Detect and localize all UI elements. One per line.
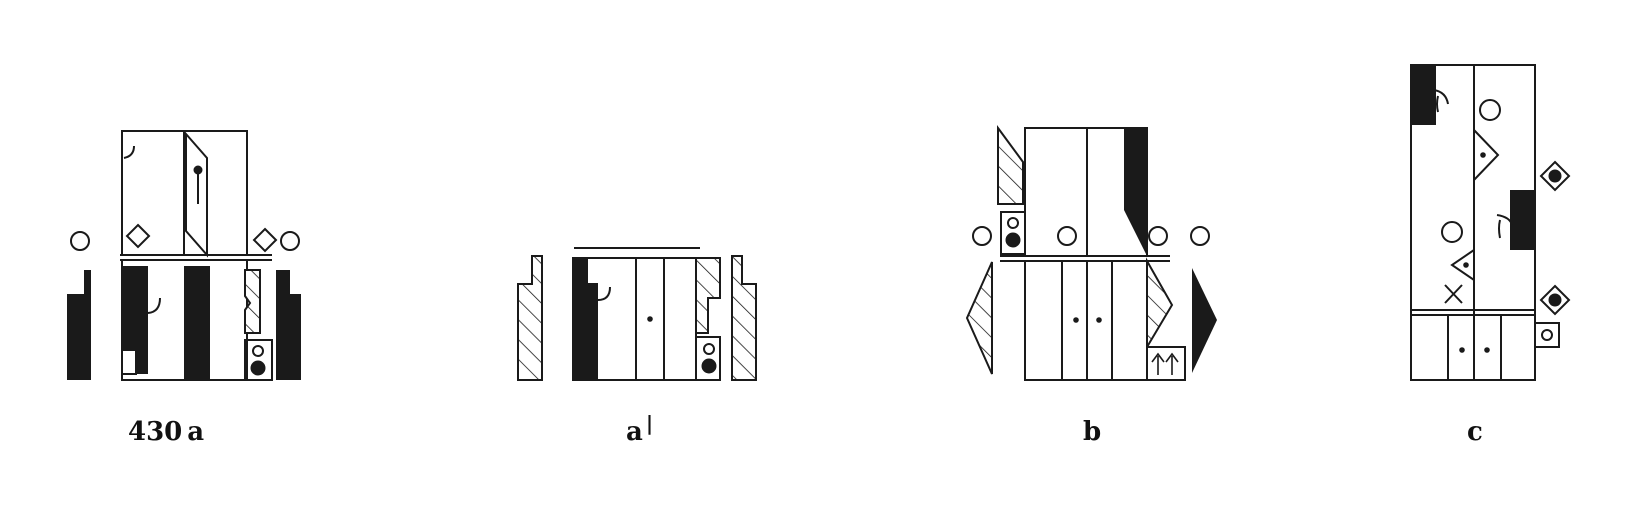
label-b: b [1083, 417, 1101, 447]
fig430a-circle-right [280, 231, 300, 251]
label-c: c [1467, 417, 1483, 447]
fig-b-circle-1 [972, 226, 992, 246]
fig430a-circle-left [70, 231, 90, 251]
label-a-prime: a | [626, 411, 653, 447]
fig-b-hatched-triangle-left [965, 261, 993, 375]
fig-c-socket-box [1534, 322, 1560, 348]
fig-c-arc-mark-top [1433, 89, 1449, 105]
fig-b-black-triangle-right [1192, 268, 1217, 373]
figure-b [965, 124, 1217, 381]
fig-b-arrows-box [1146, 346, 1186, 381]
fig-c-arc-mark-mid [1496, 214, 1513, 226]
fig-c-cross-mark [1444, 284, 1463, 304]
fig-aprime-hatched-left [517, 255, 543, 381]
fig-aprime-hatched-inner [695, 257, 721, 334]
fig430a-hatched-stair [244, 269, 261, 334]
fig-aprime-black-strip [573, 258, 598, 380]
fig430a-arc-mark [123, 145, 135, 159]
fig430a-socket-box [244, 339, 273, 381]
fig430a-arc-mark-lower [147, 297, 161, 314]
fig-b-circle-4 [1190, 226, 1210, 246]
fig-b-circle-2 [1057, 226, 1077, 246]
fig-b-socket-box [1000, 211, 1026, 255]
label-430a: 430 a [128, 417, 204, 447]
fig430a-slanted-panel [185, 131, 208, 258]
fig-c-diamond-socket-lower [1539, 284, 1571, 316]
fig-c-black-block-right [1510, 190, 1535, 250]
fig-b-hatched-triangle-top [997, 124, 1024, 205]
fig430a-diamond-right [252, 227, 278, 253]
figure-a-prime [517, 247, 757, 381]
fig-c-triangle-upper [1473, 127, 1500, 183]
fig-aprime-hatched-right [731, 255, 757, 381]
fig-c-circle-lower [1441, 221, 1463, 243]
fig430a-black-side-right [276, 270, 301, 380]
fig-aprime-center-door [635, 257, 665, 381]
fig430a-black-strip-center [184, 266, 210, 380]
fig-c-diamond-socket-upper [1539, 160, 1571, 192]
fig-c-triangle-lower [1450, 248, 1475, 282]
fig-b-black-wedge [1124, 128, 1147, 256]
fig430a-diamond-left [125, 223, 151, 249]
fig-aprime-arc-mark [597, 286, 611, 301]
fig-b-hatched-triangle-right [1146, 257, 1174, 351]
fig430a-pin-dot [193, 165, 203, 175]
figure-430a [67, 130, 301, 381]
fig-c-circle-upper [1479, 99, 1501, 121]
fig-b-circle-3 [1148, 226, 1168, 246]
fig-c-black-top-left [1411, 65, 1436, 125]
figure-c [1410, 64, 1571, 381]
fig-aprime-socket-box [695, 336, 721, 381]
fig430a-black-side-left [67, 270, 91, 380]
